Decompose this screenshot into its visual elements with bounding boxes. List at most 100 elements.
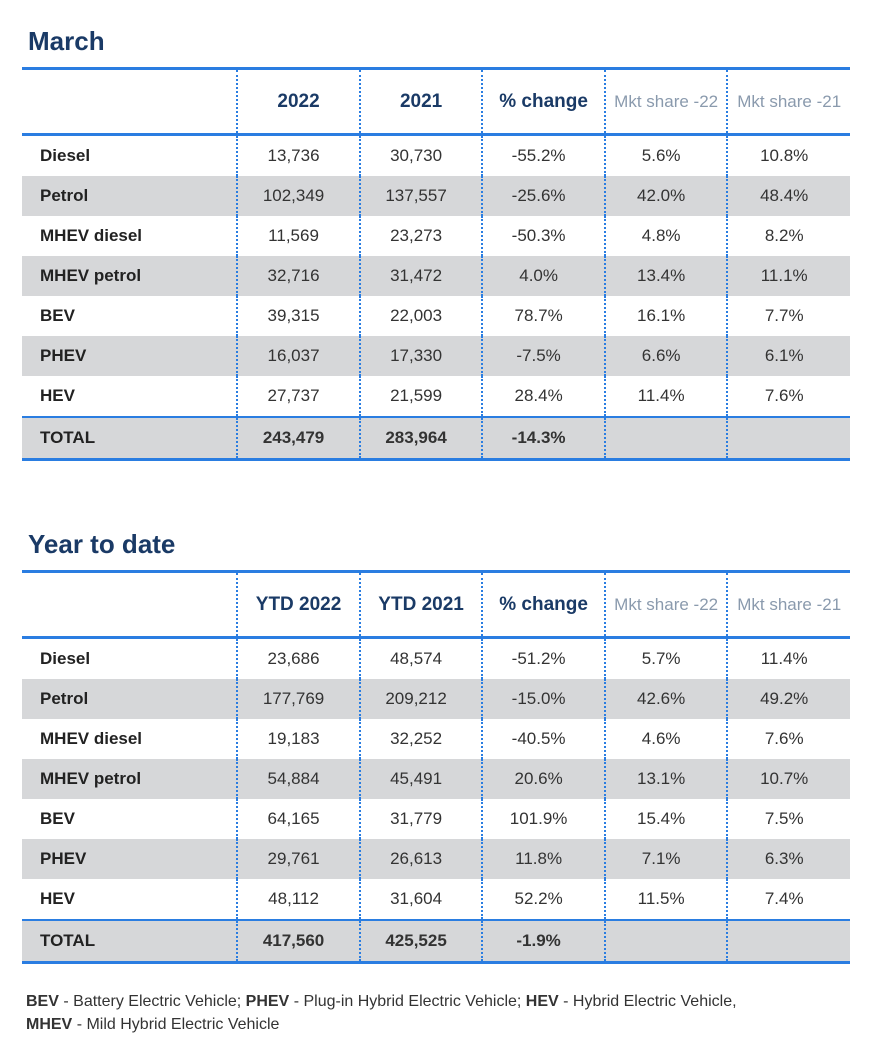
cell-total bbox=[605, 417, 728, 460]
table-row: MHEV petrol 32,716 31,472 4.0% 13.4% 11.… bbox=[22, 256, 850, 296]
row-label: MHEV diesel bbox=[22, 719, 237, 759]
cell: 42.0% bbox=[605, 176, 728, 216]
cell: 17,330 bbox=[360, 336, 483, 376]
cell: 13.4% bbox=[605, 256, 728, 296]
table-total-row: TOTAL 243,479 283,964 -14.3% bbox=[22, 417, 850, 460]
col-header-blank bbox=[22, 69, 237, 135]
col-header-mkt21: Mkt share -21 bbox=[727, 69, 850, 135]
cell: 11,569 bbox=[237, 216, 360, 256]
cell: 21,599 bbox=[360, 376, 483, 417]
footnote-abbr: BEV bbox=[26, 993, 59, 1010]
cell: 11.4% bbox=[605, 376, 728, 417]
col-header-mkt22: Mkt share -22 bbox=[605, 572, 728, 638]
cell: 31,779 bbox=[360, 799, 483, 839]
cell: 8.2% bbox=[727, 216, 850, 256]
cell-total: 425,525 bbox=[360, 920, 483, 963]
table-row: PHEV 29,761 26,613 11.8% 7.1% 6.3% bbox=[22, 839, 850, 879]
cell: 28.4% bbox=[482, 376, 605, 417]
cell: -15.0% bbox=[482, 679, 605, 719]
cell: 78.7% bbox=[482, 296, 605, 336]
table-row: Petrol 177,769 209,212 -15.0% 42.6% 49.2… bbox=[22, 679, 850, 719]
cell: 26,613 bbox=[360, 839, 483, 879]
row-label-total: TOTAL bbox=[22, 417, 237, 460]
cell: 22,003 bbox=[360, 296, 483, 336]
cell: 23,686 bbox=[237, 638, 360, 680]
row-label: Diesel bbox=[22, 135, 237, 177]
cell-total: -1.9% bbox=[482, 920, 605, 963]
cell: 7.5% bbox=[727, 799, 850, 839]
cell: 48.4% bbox=[727, 176, 850, 216]
cell: 10.7% bbox=[727, 759, 850, 799]
footnote-sep: - bbox=[294, 993, 304, 1010]
footnote-abbr: PHEV bbox=[246, 993, 290, 1010]
cell: 11.1% bbox=[727, 256, 850, 296]
row-label: Petrol bbox=[22, 679, 237, 719]
table-row: HEV 27,737 21,599 28.4% 11.4% 7.6% bbox=[22, 376, 850, 417]
col-header-ytd2022: YTD 2022 bbox=[237, 572, 360, 638]
row-label: Petrol bbox=[22, 176, 237, 216]
cell: 48,112 bbox=[237, 879, 360, 920]
cell: 4.6% bbox=[605, 719, 728, 759]
row-label: MHEV petrol bbox=[22, 759, 237, 799]
table-header-row: YTD 2022 YTD 2021 % change Mkt share -22… bbox=[22, 572, 850, 638]
cell: 13.1% bbox=[605, 759, 728, 799]
cell: 209,212 bbox=[360, 679, 483, 719]
row-label: MHEV diesel bbox=[22, 216, 237, 256]
cell-total: 243,479 bbox=[237, 417, 360, 460]
cell: 7.7% bbox=[727, 296, 850, 336]
cell-total bbox=[605, 920, 728, 963]
col-header-pct-change: % change bbox=[482, 572, 605, 638]
cell: 20.6% bbox=[482, 759, 605, 799]
row-label: BEV bbox=[22, 296, 237, 336]
table-row: MHEV petrol 54,884 45,491 20.6% 13.1% 10… bbox=[22, 759, 850, 799]
cell: -50.3% bbox=[482, 216, 605, 256]
table-row: Diesel 13,736 30,730 -55.2% 5.6% 10.8% bbox=[22, 135, 850, 177]
cell: 6.1% bbox=[727, 336, 850, 376]
march-table: 2022 2021 % change Mkt share -22 Mkt sha… bbox=[22, 67, 850, 461]
cell: 13,736 bbox=[237, 135, 360, 177]
table-row: BEV 39,315 22,003 78.7% 16.1% 7.7% bbox=[22, 296, 850, 336]
footnote-full: Plug-in Hybrid Electric Vehicle bbox=[303, 993, 516, 1010]
row-label: PHEV bbox=[22, 839, 237, 879]
table-row: HEV 48,112 31,604 52.2% 11.5% 7.4% bbox=[22, 879, 850, 920]
cell: -51.2% bbox=[482, 638, 605, 680]
cell: 15.4% bbox=[605, 799, 728, 839]
cell: 16,037 bbox=[237, 336, 360, 376]
cell: 19,183 bbox=[237, 719, 360, 759]
footnote-abbr: HEV bbox=[526, 993, 559, 1010]
row-label: PHEV bbox=[22, 336, 237, 376]
row-label: Diesel bbox=[22, 638, 237, 680]
col-header-ytd2021: YTD 2021 bbox=[360, 572, 483, 638]
cell: 52.2% bbox=[482, 879, 605, 920]
cell: 54,884 bbox=[237, 759, 360, 799]
row-label: BEV bbox=[22, 799, 237, 839]
table-total-row: TOTAL 417,560 425,525 -1.9% bbox=[22, 920, 850, 963]
cell-total: 283,964 bbox=[360, 417, 483, 460]
cell: 101.9% bbox=[482, 799, 605, 839]
col-header-mkt21: Mkt share -21 bbox=[727, 572, 850, 638]
cell: -7.5% bbox=[482, 336, 605, 376]
table-row: BEV 64,165 31,779 101.9% 15.4% 7.5% bbox=[22, 799, 850, 839]
cell: 4.8% bbox=[605, 216, 728, 256]
cell: 23,273 bbox=[360, 216, 483, 256]
cell: 6.3% bbox=[727, 839, 850, 879]
cell: 31,472 bbox=[360, 256, 483, 296]
ytd-table: YTD 2022 YTD 2021 % change Mkt share -22… bbox=[22, 570, 850, 964]
footnote-full: Mild Hybrid Electric Vehicle bbox=[86, 1016, 279, 1033]
cell: 32,716 bbox=[237, 256, 360, 296]
cell: 7.1% bbox=[605, 839, 728, 879]
cell: 137,557 bbox=[360, 176, 483, 216]
cell: 4.0% bbox=[482, 256, 605, 296]
cell: 11.5% bbox=[605, 879, 728, 920]
col-header-2022: 2022 bbox=[237, 69, 360, 135]
table-header-row: 2022 2021 % change Mkt share -22 Mkt sha… bbox=[22, 69, 850, 135]
cell: 7.6% bbox=[727, 719, 850, 759]
cell: 6.6% bbox=[605, 336, 728, 376]
cell: 11.8% bbox=[482, 839, 605, 879]
footnote-sep: - bbox=[563, 993, 573, 1010]
cell: 39,315 bbox=[237, 296, 360, 336]
footnote-full: Battery Electric Vehicle bbox=[73, 993, 237, 1010]
table-row: Diesel 23,686 48,574 -51.2% 5.7% 11.4% bbox=[22, 638, 850, 680]
cell-total: -14.3% bbox=[482, 417, 605, 460]
cell: 64,165 bbox=[237, 799, 360, 839]
